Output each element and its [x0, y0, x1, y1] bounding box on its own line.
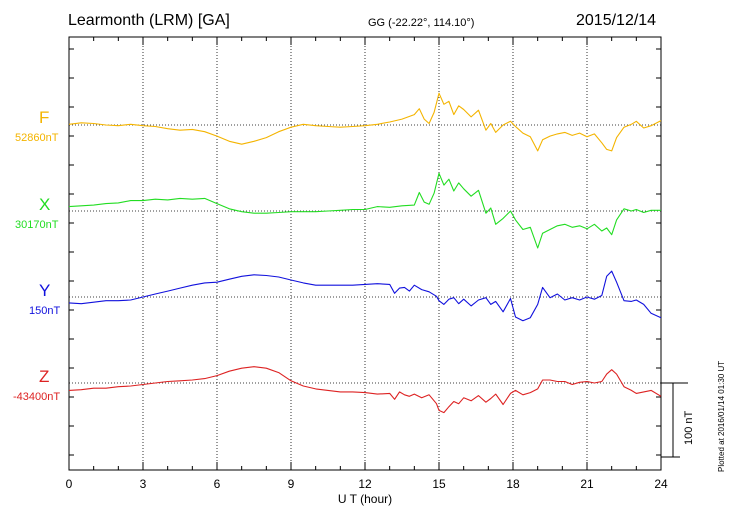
component-f-label: F — [39, 108, 50, 127]
x-tick-label: 15 — [432, 477, 446, 491]
component-x-baseline: 30170nT — [15, 219, 59, 231]
x-axis-label: U T (hour) — [338, 492, 392, 506]
coordinates-label: GG (-22.22°, 114.10°) — [368, 17, 475, 29]
component-z-baseline: -43400nT — [13, 391, 61, 403]
x-tick-label: 9 — [288, 477, 295, 491]
component-f-baseline: 52860nT — [15, 132, 59, 144]
component-y-label: Y — [39, 281, 51, 300]
station-title: Learmonth (LRM) [GA] — [68, 12, 230, 29]
plotted-note: Plotted at 2016/01/14 01:30 UT — [717, 360, 726, 472]
x-tick-label: 12 — [358, 477, 372, 491]
x-tick-label: 0 — [66, 477, 73, 491]
component-y-baseline: 150nT — [29, 305, 61, 317]
x-tick-label: 6 — [214, 477, 221, 491]
x-tick-label: 21 — [580, 477, 594, 491]
x-tick-label: 3 — [140, 477, 147, 491]
series-line-x — [68, 172, 661, 249]
series-line-f — [68, 92, 662, 152]
component-z-label: Z — [39, 367, 50, 386]
series-line-z — [68, 366, 662, 414]
series-line-y — [68, 270, 662, 322]
x-tick-label: 18 — [506, 477, 520, 491]
scale-bar-label: 100 nT — [683, 410, 695, 445]
component-x-label: X — [39, 195, 51, 214]
date-label: 2015/12/14 — [576, 12, 657, 29]
x-tick-label: 24 — [654, 477, 668, 491]
